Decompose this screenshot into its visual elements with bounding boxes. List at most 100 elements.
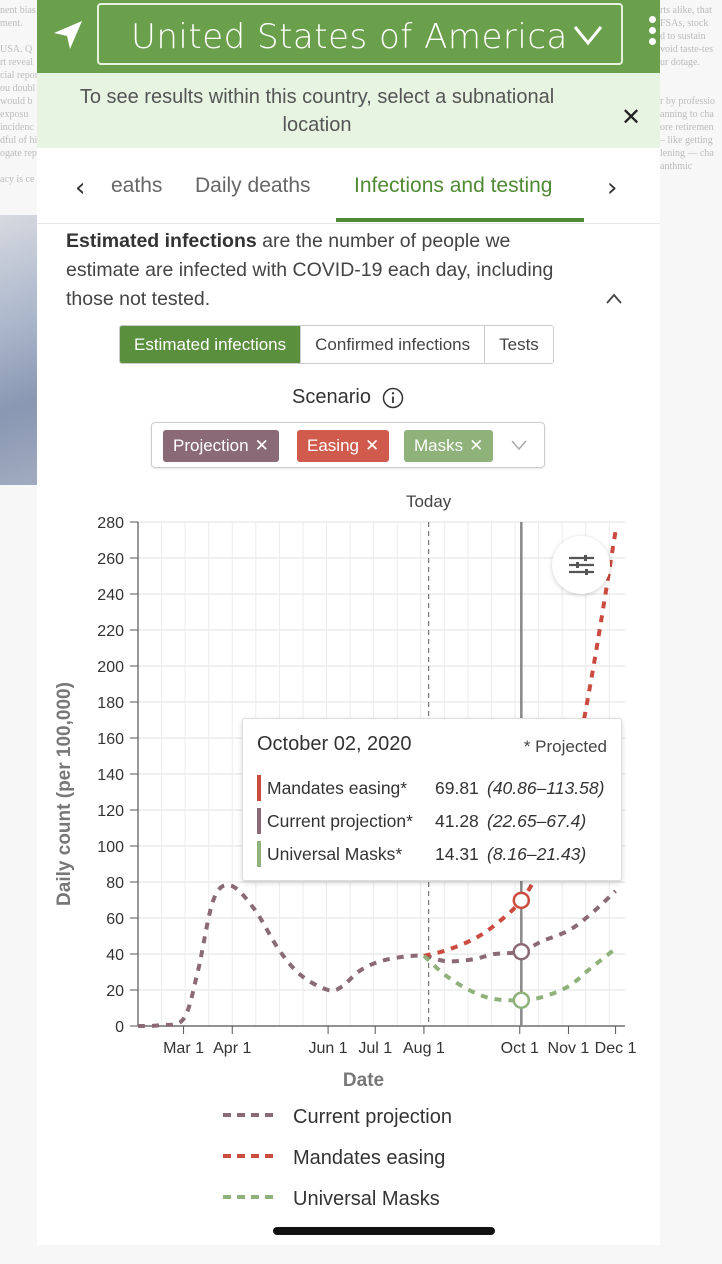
y-tick-label: 20 [106, 983, 124, 1000]
series-current-projection [137, 883, 617, 1028]
legend-label: Mandates easing [293, 1147, 446, 1169]
tooltip-row-range: (40.86–113.58) [487, 778, 605, 798]
segment-estimated-infections[interactable]: Estimated infections [120, 326, 302, 363]
series-mandates-easing-marker [512, 891, 531, 910]
metric-segmented-control: Estimated infections Confirmed infection… [119, 325, 554, 364]
series-color-swatch [257, 775, 261, 801]
y-tick-label: 220 [97, 623, 124, 640]
more-options-icon[interactable] [649, 16, 660, 52]
legend-swatch [223, 1113, 273, 1117]
background-text-line [660, 82, 715, 95]
tooltip-row-label: Mandates easing* [267, 778, 408, 798]
background-text-line: ogate rep [0, 148, 37, 159]
y-tick-label: 160 [97, 731, 124, 748]
chip-label: Projection [173, 436, 249, 455]
covid-projection-panel: United States of America To see results … [37, 0, 660, 1245]
country-select[interactable]: United States of America [97, 3, 623, 65]
background-text-line [0, 160, 37, 173]
legend-item-universal-masks[interactable]: Universal Masks [223, 1184, 523, 1214]
background-text-line: anning to cha [660, 109, 714, 120]
series-color-swatch [257, 808, 261, 834]
scenario-label: Scenario [292, 386, 371, 408]
tab-next-arrow-icon[interactable]: › [607, 173, 618, 203]
x-tick-label: Aug 1 [403, 1040, 445, 1057]
background-text-line: acy is ce [0, 174, 35, 185]
y-tick-label: 240 [97, 587, 124, 604]
chip-label: Masks [414, 436, 464, 455]
y-tick-label: 280 [97, 515, 124, 532]
chart-tooltip: October 02, 2020 * Projected Mandates ea… [242, 718, 622, 881]
background-text-line: ore retiremen [660, 122, 714, 133]
background-text-line: lening — cha [660, 148, 714, 159]
segment-confirmed-infections[interactable]: Confirmed infections [301, 326, 486, 363]
background-text-line: rts alike, that [660, 5, 712, 16]
close-icon[interactable]: ✕ [621, 103, 642, 131]
scenario-chip-projection[interactable]: Projection ✕ [163, 430, 279, 462]
chip-label: Easing [307, 436, 359, 455]
chart-settings-button[interactable] [552, 536, 610, 594]
info-icon[interactable] [382, 387, 404, 409]
background-right-column: rts alike, that FSAs, stock d to sustain vo… [660, 0, 722, 1264]
location-arrow-icon[interactable] [51, 18, 85, 52]
background-text-line: void taste-tes [660, 44, 714, 55]
tooltip-row-value: 14.31 [435, 844, 479, 864]
scenario-chip-masks[interactable]: Masks ✕ [404, 430, 494, 462]
tab-prev-arrow-icon[interactable]: ‹ [75, 173, 86, 203]
scenario-chip-easing[interactable]: Easing ✕ [297, 430, 390, 462]
notice-text: To see results within this country, sele… [79, 86, 555, 136]
tab-infections-testing[interactable]: Infections and testing [354, 174, 553, 197]
x-tick-label: Oct 1 [501, 1040, 539, 1057]
legend-item-current-projection[interactable]: Current projection [223, 1102, 523, 1132]
background-text-line: ment. [0, 18, 23, 29]
x-tick-label: Dec 1 [595, 1040, 637, 1057]
background-text-line: r by professio [660, 96, 715, 107]
scenario-select[interactable]: Projection ✕ Easing ✕ Masks ✕ [151, 422, 545, 468]
background-photo [0, 215, 37, 485]
y-axis-label: Daily count (per 100,000) [54, 682, 75, 906]
background-text-line [660, 69, 715, 82]
background-left-column: nent bias ment. USA. Q rt reveal cial repor o… [0, 0, 37, 1264]
legend-swatch [223, 1195, 273, 1199]
subnational-notice: To see results within this country, sele… [37, 73, 660, 148]
chevron-down-icon[interactable] [511, 439, 527, 451]
tab-deaths-partial[interactable]: eaths [111, 174, 163, 197]
metric-description: Estimated infections are the number of p… [66, 227, 586, 314]
tooltip-row-label: Universal Masks* [267, 844, 403, 864]
remove-chip-icon[interactable]: ✕ [254, 436, 269, 455]
tab-daily-deaths[interactable]: Daily deaths [195, 174, 311, 197]
legend-swatch [223, 1154, 273, 1158]
background-text-line: d to sustain [660, 31, 706, 42]
series-color-swatch [257, 841, 261, 867]
y-tick-label: 200 [97, 659, 124, 676]
remove-chip-icon[interactable]: ✕ [364, 436, 380, 455]
sliders-icon [569, 555, 594, 575]
home-indicator [273, 1227, 495, 1235]
tab-bar: ‹ eaths Daily deaths Infections and test… [37, 148, 660, 224]
description-term: Estimated infections [66, 230, 257, 252]
y-tick-label: 0 [115, 1019, 124, 1036]
tooltip-row-range: (8.16–21.43) [487, 844, 587, 864]
background-text-line: exposu [0, 109, 29, 120]
background-text-line: cial repor [0, 70, 37, 81]
remove-chip-icon[interactable]: ✕ [469, 436, 484, 455]
y-tick-label: 100 [97, 839, 124, 856]
background-text-line: ou doubl [0, 83, 36, 94]
background-right-text: rts alike, that FSAs, stock d to sustain vo… [660, 4, 715, 173]
chevron-up-icon[interactable] [603, 287, 625, 309]
tooltip-row-range: (22.65–67.4) [487, 811, 587, 831]
legend-label: Universal Masks [293, 1188, 440, 1210]
y-tick-label: 180 [97, 695, 124, 712]
background-left-text: nent bias ment. USA. Q rt reveal cial repor o… [0, 4, 37, 186]
x-tick-label: Mar 1 [163, 1040, 204, 1057]
segment-tests[interactable]: Tests [485, 326, 553, 363]
x-axis-label: Date [343, 1070, 384, 1091]
x-tick-label: Jun 1 [309, 1040, 348, 1057]
y-tick-label: 120 [97, 803, 124, 820]
x-tick-label: Nov 1 [548, 1040, 590, 1057]
today-label: Today [406, 492, 452, 511]
background-text-line [0, 30, 37, 43]
legend-item-mandates-easing[interactable]: Mandates easing [223, 1143, 523, 1173]
country-name: United States of America [131, 17, 568, 57]
tooltip-date: October 02, 2020 [257, 733, 412, 755]
